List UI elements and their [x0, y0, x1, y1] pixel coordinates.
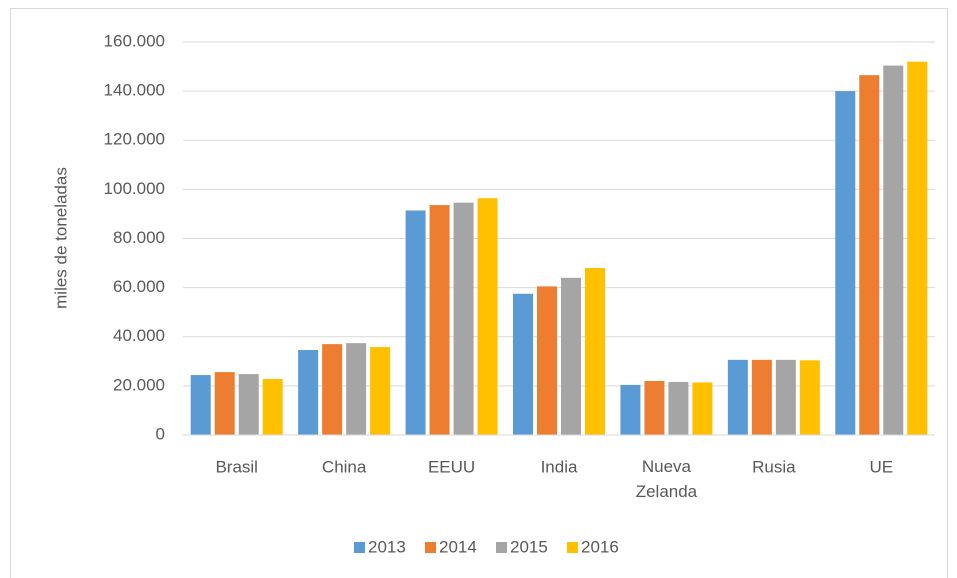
bar — [405, 210, 426, 435]
legend-label: 2016 — [581, 537, 619, 556]
y-tick-label: 160.000 — [104, 31, 165, 50]
bar — [585, 267, 605, 435]
bar — [513, 293, 533, 435]
y-tick-label: 60.000 — [113, 277, 165, 296]
bar — [835, 91, 856, 435]
legend-label: 2014 — [439, 537, 477, 556]
y-tick-label: 20.000 — [113, 375, 165, 394]
x-tick-label: China — [322, 457, 367, 476]
y-tick-label: 140.000 — [104, 81, 165, 100]
x-tick-label: Rusia — [752, 457, 796, 476]
bar — [322, 344, 343, 435]
bar — [298, 350, 319, 435]
bar — [907, 61, 928, 436]
bar — [214, 372, 235, 435]
bar — [190, 375, 211, 435]
bar — [751, 359, 772, 435]
bar — [453, 202, 474, 435]
bar — [370, 347, 391, 435]
x-tick-label: UE — [869, 457, 893, 476]
y-tick-label: 40.000 — [113, 326, 165, 345]
y-tick-label: 80.000 — [113, 228, 165, 247]
legend-swatch — [496, 542, 507, 553]
bar — [883, 65, 904, 435]
x-tick-label: EEUU — [428, 457, 475, 476]
y-tick-label: 120.000 — [104, 130, 165, 149]
bar — [429, 205, 450, 435]
bar — [692, 382, 713, 435]
legend-swatch — [354, 542, 365, 553]
bar — [727, 359, 748, 435]
bar — [620, 384, 641, 435]
y-tick-label: 100.000 — [104, 179, 165, 198]
bar — [859, 75, 880, 436]
x-tick-label: Nueva Zelanda — [636, 457, 698, 501]
bar — [346, 343, 367, 435]
bar — [775, 359, 796, 435]
bar — [799, 360, 820, 435]
legend-swatch — [425, 542, 436, 553]
bar — [644, 380, 665, 435]
bar — [477, 198, 498, 435]
bar — [262, 378, 283, 435]
legend-label: 2013 — [368, 537, 406, 556]
x-tick-label: Brasil — [215, 457, 258, 476]
bar — [668, 381, 689, 435]
x-tick-label: India — [541, 457, 578, 476]
bar — [537, 286, 557, 435]
bar — [238, 374, 259, 435]
y-axis-label: miles de toneladas — [51, 167, 70, 309]
legend-label: 2015 — [510, 537, 548, 556]
bar — [561, 277, 581, 435]
legend-swatch — [567, 542, 578, 553]
y-tick-label: 0 — [156, 424, 165, 443]
